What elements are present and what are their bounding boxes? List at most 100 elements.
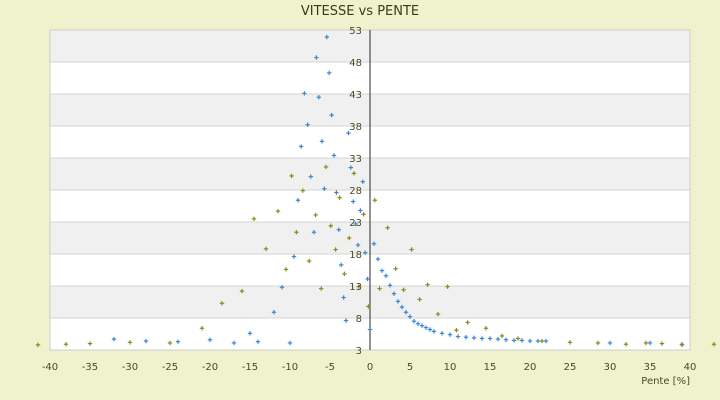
point-series-1	[527, 338, 533, 344]
point-series-1	[463, 335, 469, 340]
point-series-1	[351, 199, 356, 204]
point-series-1	[375, 256, 381, 262]
point-series-2	[127, 340, 133, 345]
point-series-1	[439, 331, 445, 336]
point-series-1	[371, 241, 377, 246]
point-series-2	[361, 212, 366, 217]
point-series-2	[342, 271, 347, 277]
point-series-1	[419, 323, 425, 328]
point-series-1	[415, 321, 421, 326]
point-series-1	[511, 338, 517, 343]
point-series-2	[711, 342, 717, 347]
point-series-2	[251, 216, 257, 221]
point-series-1	[379, 268, 385, 273]
x-axis-label: Pente [%]	[641, 376, 690, 387]
point-series-1	[316, 95, 321, 100]
point-series-2	[328, 223, 333, 229]
point-series-2	[307, 258, 312, 264]
point-series-2	[323, 164, 329, 170]
x-tick-label: -10	[282, 362, 298, 373]
point-series-1	[647, 340, 653, 346]
point-series-1	[336, 227, 341, 232]
point-series-2	[300, 188, 305, 193]
point-series-1	[331, 153, 337, 158]
y-tick-label: 28	[349, 186, 362, 197]
y-tick-label: 53	[349, 26, 362, 37]
point-series-1	[329, 112, 334, 118]
point-series-2	[294, 230, 299, 235]
point-series-1	[279, 285, 285, 290]
x-tick-label: 0	[367, 362, 373, 373]
point-series-2	[87, 341, 93, 346]
point-series-1	[399, 304, 405, 310]
point-series-1	[395, 299, 401, 304]
y-tick-label: 38	[349, 122, 362, 133]
point-series-1	[503, 337, 509, 342]
point-series-2	[356, 284, 361, 289]
point-series-1	[431, 329, 437, 334]
point-series-1	[287, 340, 293, 346]
x-tick-label: -25	[162, 362, 178, 373]
point-series-1	[175, 339, 181, 344]
point-series-2	[333, 247, 338, 252]
point-series-2	[499, 333, 505, 339]
x-tick-label: 30	[604, 362, 617, 373]
point-series-2	[659, 341, 665, 346]
point-series-1	[348, 165, 353, 170]
point-series-1	[143, 338, 149, 344]
point-series-1	[271, 310, 277, 315]
point-series-1	[341, 295, 346, 300]
x-tick-label: 35	[644, 362, 657, 373]
point-series-1	[111, 336, 117, 342]
point-series-2	[351, 171, 357, 176]
axes	[49, 29, 691, 351]
y-tick-label: 8	[356, 314, 362, 325]
point-series-2	[366, 304, 371, 309]
point-series-1	[383, 273, 389, 278]
point-series-2	[263, 246, 269, 252]
point-series-2	[595, 340, 601, 346]
point-series-1	[339, 262, 344, 268]
x-tick-label: 10	[444, 362, 457, 373]
point-series-1	[255, 339, 261, 344]
y-tick-label: 18	[349, 250, 362, 261]
point-series-1	[314, 55, 319, 60]
x-tick-label: -15	[242, 362, 258, 373]
point-series-1	[302, 91, 307, 96]
x-tick-label: -40	[42, 362, 58, 373]
point-series-1	[353, 221, 358, 227]
point-series-2	[465, 320, 470, 325]
point-series-2	[239, 288, 245, 294]
point-series-2	[393, 266, 398, 271]
point-series-1	[308, 174, 313, 179]
x-tick-label: -35	[82, 362, 98, 373]
point-series-1	[346, 130, 351, 136]
point-series-1	[471, 335, 477, 341]
point-series-2	[167, 340, 173, 346]
point-series-2	[623, 342, 629, 347]
point-series-1	[299, 144, 304, 149]
point-series-1	[403, 310, 409, 315]
point-series-2	[679, 342, 685, 348]
point-series-2	[275, 208, 281, 214]
point-series-2	[337, 195, 342, 200]
point-series-2	[417, 297, 422, 302]
point-series-1	[535, 338, 541, 344]
y-tick-label: 48	[349, 58, 362, 69]
y-tick-label: 23	[349, 218, 362, 229]
tick-labels: -40 -35 -30 -25 -20 -15 -10 -5 0 5 10 15 20 25 30 35 40 3…	[42, 26, 697, 373]
point-series-2	[643, 340, 649, 346]
point-series-1	[363, 250, 368, 255]
point-series-1	[411, 319, 417, 324]
point-series-1	[358, 208, 363, 213]
point-series-1	[479, 336, 485, 341]
point-series-1	[495, 336, 501, 342]
point-series-2	[401, 287, 406, 293]
point-series-2	[289, 173, 294, 179]
point-series-1	[334, 190, 339, 195]
point-series-1	[455, 334, 461, 339]
y-tick-label: 3	[356, 346, 362, 357]
x-tick-label: -5	[325, 362, 335, 373]
point-series-2	[377, 286, 382, 291]
